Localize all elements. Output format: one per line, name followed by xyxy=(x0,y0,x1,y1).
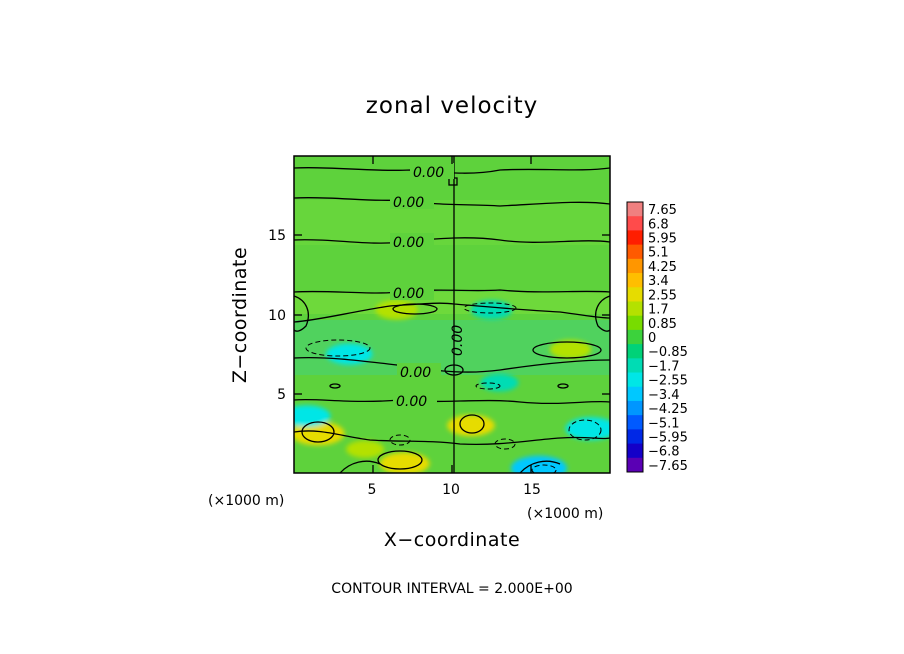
y-unit-label: (×1000 m) xyxy=(208,493,284,509)
colorbar-tick-label: 0 xyxy=(648,331,656,346)
colorbar-swatch xyxy=(627,258,643,274)
y-tick-label: 10 xyxy=(268,308,286,324)
colorbar-tick-label: 2.55 xyxy=(648,288,677,303)
colorbar-swatch xyxy=(627,244,643,260)
colorbar-swatch xyxy=(627,273,643,288)
colorbar-swatch xyxy=(627,230,643,246)
positive-velocity-region xyxy=(346,440,385,458)
contour-loop xyxy=(301,421,335,443)
colorbar-swatch xyxy=(627,358,643,373)
y-tick-label: 5 xyxy=(277,387,286,403)
colorbar-tick-label: 1.7 xyxy=(648,303,669,318)
colorbar-tick-label: 3.4 xyxy=(648,274,669,289)
colorbar-swatch xyxy=(627,429,643,444)
y-axis-label: Z−coordinate xyxy=(229,247,251,383)
negative-velocity-region xyxy=(294,405,331,427)
contour-loop xyxy=(294,295,309,332)
contour-label: 0.00 xyxy=(400,365,431,381)
colorbar-swatch xyxy=(627,287,643,302)
colorbar-swatch xyxy=(627,372,643,388)
contour-label: 0.00 xyxy=(393,195,424,211)
band-positive xyxy=(294,292,610,314)
colorbar-swatch xyxy=(627,415,643,430)
contour-label: 0.00 xyxy=(450,325,466,356)
x-axis-label: X−coordinate xyxy=(384,529,520,551)
colorbar-swatch xyxy=(627,344,643,359)
contour-loop xyxy=(339,460,381,473)
colorbar-swatch xyxy=(627,386,643,402)
colorbar-tick-label: 6.8 xyxy=(648,217,669,232)
contour-loop xyxy=(519,460,561,473)
contour-loop-negative xyxy=(531,464,557,473)
negative-velocity-region xyxy=(470,300,513,320)
contour-loop xyxy=(595,295,610,332)
contour-line xyxy=(294,430,610,446)
colorbar-swatch xyxy=(627,457,643,473)
colorbar-swatch xyxy=(627,202,643,217)
contour-loop-negative xyxy=(568,419,602,441)
colorbar-labels: 7.656.85.955.14.253.42.551.70.850−0.85−1… xyxy=(648,203,688,474)
contour-loop-negative xyxy=(305,339,371,357)
colorbar-tick-label: 5.1 xyxy=(648,246,669,261)
colorbar-swatch xyxy=(627,329,643,345)
negative-contours xyxy=(305,302,602,473)
contour-line xyxy=(294,166,610,174)
colorbar-tick-label: 7.65 xyxy=(648,203,677,218)
colorbar-tick-label: −1.7 xyxy=(648,359,680,374)
plot-area: 0.00 0.00 0.00 0.00 0.00 0.00 0.00 xyxy=(294,156,610,473)
y-tick-label: 15 xyxy=(268,228,286,244)
contour-loop xyxy=(557,383,569,389)
contour-labels: 0.00 0.00 0.00 0.00 0.00 0.00 0.00 xyxy=(390,163,466,410)
positive-velocity-region xyxy=(375,299,419,320)
colorbar-tick-label: 4.25 xyxy=(648,260,677,275)
colorbar-tick-label: −5.1 xyxy=(648,416,680,431)
contour-loop-negative xyxy=(389,434,411,446)
x-unit-label: (×1000 m) xyxy=(527,506,603,522)
contour-loop xyxy=(329,383,341,389)
contour-label: 0.00 xyxy=(396,394,427,410)
colorbar xyxy=(627,202,643,473)
negative-velocity-region xyxy=(480,373,519,392)
colorbar-tick-label: −0.85 xyxy=(648,345,688,360)
contour-interval-note: CONTOUR INTERVAL = 2.000E+00 xyxy=(331,581,572,597)
contour-loop xyxy=(392,303,438,315)
colorbar-swatch xyxy=(627,216,643,231)
contour-label: 0.00 xyxy=(393,235,424,251)
colorbar-tick-label: 5.95 xyxy=(648,232,677,247)
contour-loop-negative xyxy=(494,438,516,450)
colorbar-tick-label: −3.4 xyxy=(648,388,680,403)
colorbar-tick-label: −5.95 xyxy=(648,430,688,445)
contour-loop-negative xyxy=(463,302,517,314)
positive-velocity-region xyxy=(549,339,592,359)
colorbar-tick-label: 0.85 xyxy=(648,317,677,332)
tick-marks xyxy=(294,156,610,473)
contour-loop xyxy=(377,450,423,470)
colorbar-swatch xyxy=(627,400,643,416)
contour-label: 0.00 xyxy=(413,165,444,181)
x-tick-label: 15 xyxy=(523,482,541,498)
contour-loop xyxy=(532,341,602,359)
contour-loop-negative xyxy=(475,382,501,390)
colorbar-tick-label: −4.25 xyxy=(648,402,688,417)
contour-loop xyxy=(459,414,485,434)
positive-velocity-region xyxy=(379,452,430,473)
negative-velocity-region xyxy=(565,417,610,441)
contour-loop xyxy=(444,364,464,376)
negative-velocity-region xyxy=(510,455,567,473)
colorbar-tick-label: −2.55 xyxy=(648,374,688,389)
colorbar-swatch xyxy=(627,443,643,459)
x-tick-label: 5 xyxy=(368,482,377,498)
contour-label: 0.00 xyxy=(393,286,424,302)
colorbar-tick-label: −7.65 xyxy=(648,459,688,474)
x-tick-label: 10 xyxy=(442,482,460,498)
chart-title: zonal velocity xyxy=(366,93,538,119)
contour-lines xyxy=(294,156,610,473)
colorbar-tick-label: −6.8 xyxy=(648,445,680,460)
colorbar-frame xyxy=(626,201,644,473)
colorbar-swatch xyxy=(627,301,643,317)
colorbar-swatch xyxy=(627,315,643,331)
